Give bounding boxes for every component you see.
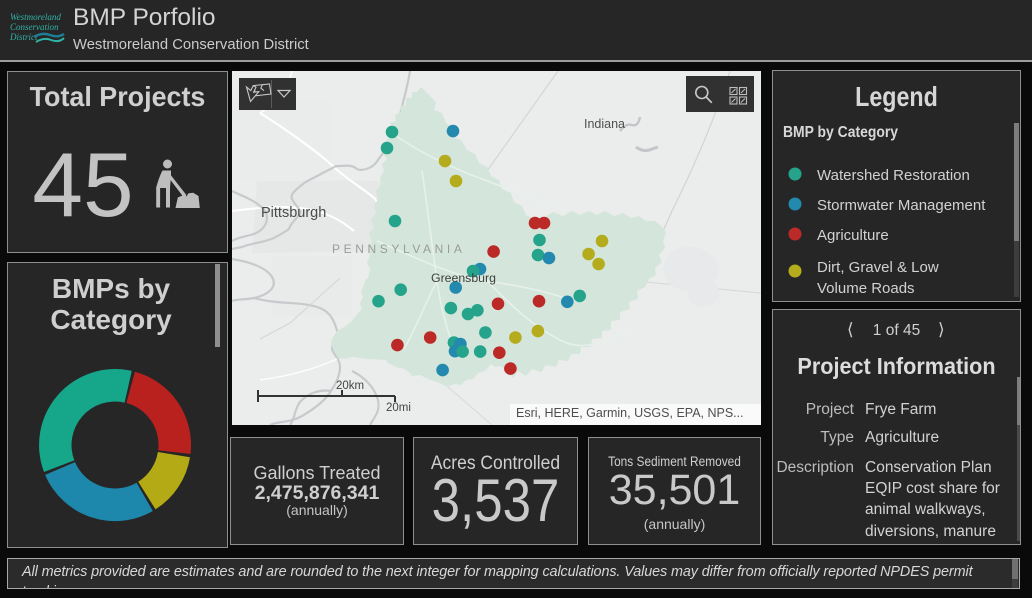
svg-text:Greensburg: Greensburg: [431, 271, 496, 285]
svg-text:20km: 20km: [336, 380, 364, 392]
svg-text:District: District: [9, 32, 38, 42]
svg-text:Conservation: Conservation: [10, 22, 59, 32]
svg-text:Pittsburgh: Pittsburgh: [261, 205, 326, 221]
svg-text:20mi: 20mi: [386, 402, 411, 414]
svg-text:PENNSYLVANIA: PENNSYLVANIA: [332, 242, 465, 256]
svg-text:Westmoreland: Westmoreland: [10, 12, 61, 22]
svg-text:Indiana: Indiana: [584, 117, 625, 131]
